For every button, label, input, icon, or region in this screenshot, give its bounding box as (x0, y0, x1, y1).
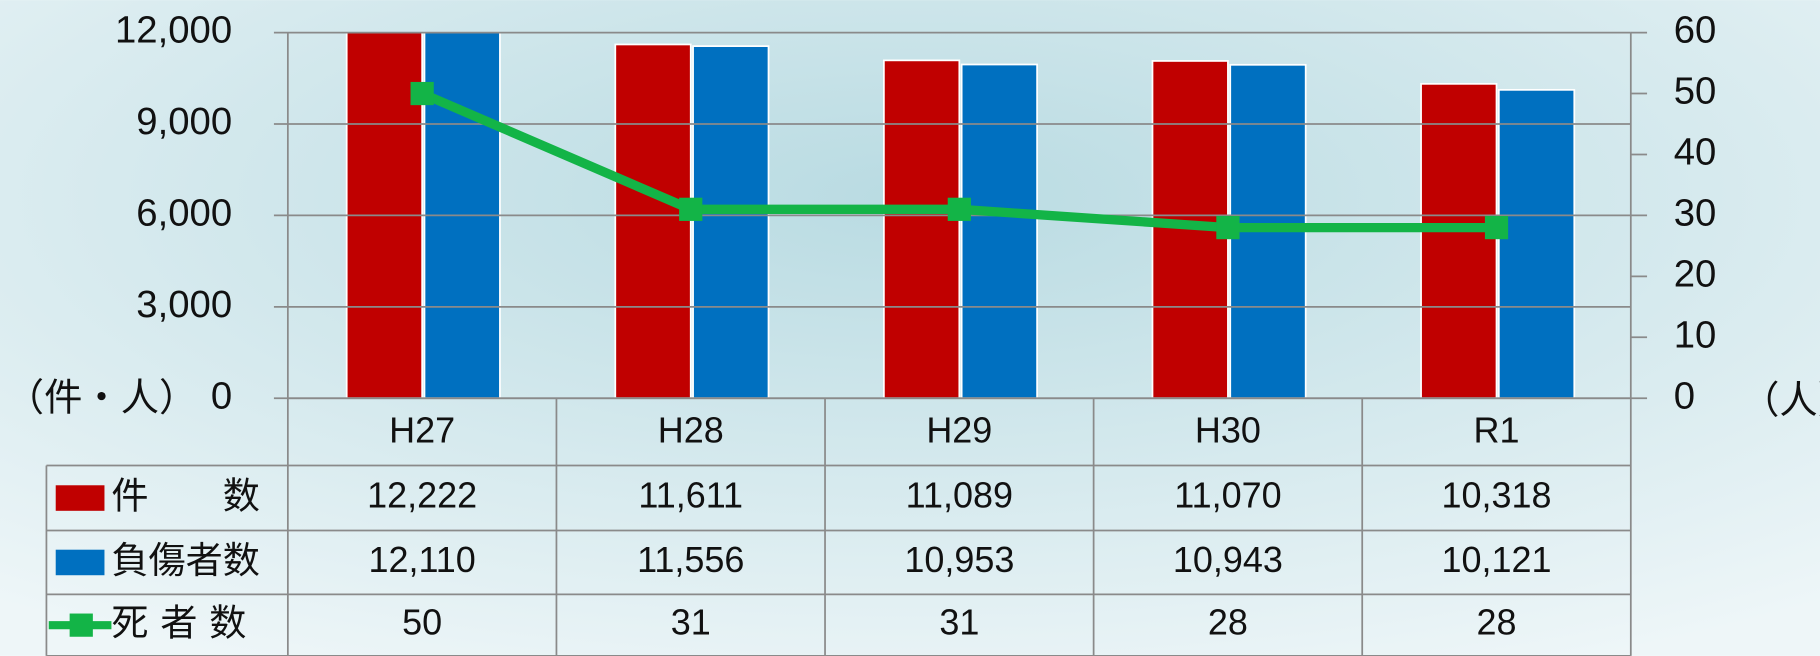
y-tick-label: 12,000 (115, 9, 232, 52)
table-cell: 10,121 (1442, 539, 1552, 580)
table-cell: 31 (671, 602, 711, 643)
table-cell: 11,611 (638, 475, 743, 516)
line-marker (947, 197, 971, 221)
table-cell: 28 (1477, 602, 1517, 643)
table-cell: 12,110 (368, 539, 475, 580)
bar (614, 43, 692, 399)
bar (1497, 88, 1576, 399)
legend-label: 死 者 数 (111, 602, 246, 645)
table-cell: 11,556 (637, 539, 744, 580)
bar (1420, 82, 1498, 399)
x-tick-label: H28 (658, 410, 724, 451)
x-tick-label: H27 (389, 410, 455, 451)
table-cell: 11,070 (1174, 475, 1281, 516)
x-tick-label: H29 (926, 410, 992, 451)
table-cell: 50 (402, 602, 442, 643)
y2-tick-label: 10 (1674, 313, 1717, 356)
line-marker (1216, 215, 1240, 240)
y2-tick-label: 0 (1674, 374, 1695, 417)
bar (692, 45, 770, 399)
bar (423, 32, 501, 399)
y-tick-label: 3,000 (136, 283, 232, 326)
y2-tick-label: 20 (1674, 252, 1717, 295)
table-cell: 10,953 (904, 539, 1014, 580)
table-cell: 12,222 (367, 475, 477, 516)
y-tick-label: 0 (211, 374, 232, 417)
y2-tick-label: 30 (1674, 192, 1717, 235)
legend-swatch (55, 549, 105, 576)
table-cell: 10,943 (1173, 539, 1283, 580)
line-marker (1484, 215, 1509, 240)
y2-axis-label: （人） (1741, 379, 1820, 422)
legend-label: 件 数 (111, 475, 260, 518)
y-tick-label: 6,000 (136, 192, 232, 235)
y2-tick-label: 50 (1674, 70, 1717, 113)
legend-label: 負傷者数 (111, 539, 260, 582)
bar (960, 63, 1038, 399)
table-cell: 31 (939, 602, 979, 643)
legend-swatch (55, 485, 105, 511)
y2-tick-label: 40 (1674, 131, 1717, 174)
table-cell: 10,318 (1442, 475, 1552, 516)
x-tick-label: R1 (1474, 410, 1520, 451)
table-cell: 28 (1208, 602, 1248, 643)
bar (345, 32, 424, 399)
x-tick-label: H30 (1195, 410, 1261, 451)
line-marker (679, 197, 703, 221)
table-cell: 11,089 (906, 475, 1013, 516)
y-tick-label: 9,000 (136, 100, 232, 143)
line-marker (410, 81, 434, 106)
y-axis-label: （件・人） (6, 377, 198, 420)
y2-tick-label: 60 (1674, 9, 1717, 52)
legend-marker (69, 613, 93, 637)
bar (883, 59, 961, 399)
